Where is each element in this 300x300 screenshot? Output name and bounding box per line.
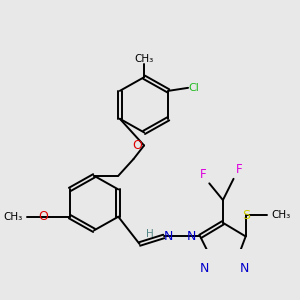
Text: N: N xyxy=(164,230,173,243)
Text: F: F xyxy=(200,168,207,181)
Text: CH₃: CH₃ xyxy=(272,210,291,220)
Text: CH₃: CH₃ xyxy=(134,54,154,64)
Text: H: H xyxy=(146,229,154,238)
Text: F: F xyxy=(236,164,243,176)
Text: N: N xyxy=(200,262,209,275)
Text: N: N xyxy=(240,262,249,275)
Text: N: N xyxy=(186,230,196,243)
Text: O: O xyxy=(133,139,142,152)
Text: O: O xyxy=(39,210,49,223)
Text: CH₃: CH₃ xyxy=(4,212,23,222)
Text: Cl: Cl xyxy=(188,83,199,93)
Text: S: S xyxy=(242,209,250,222)
